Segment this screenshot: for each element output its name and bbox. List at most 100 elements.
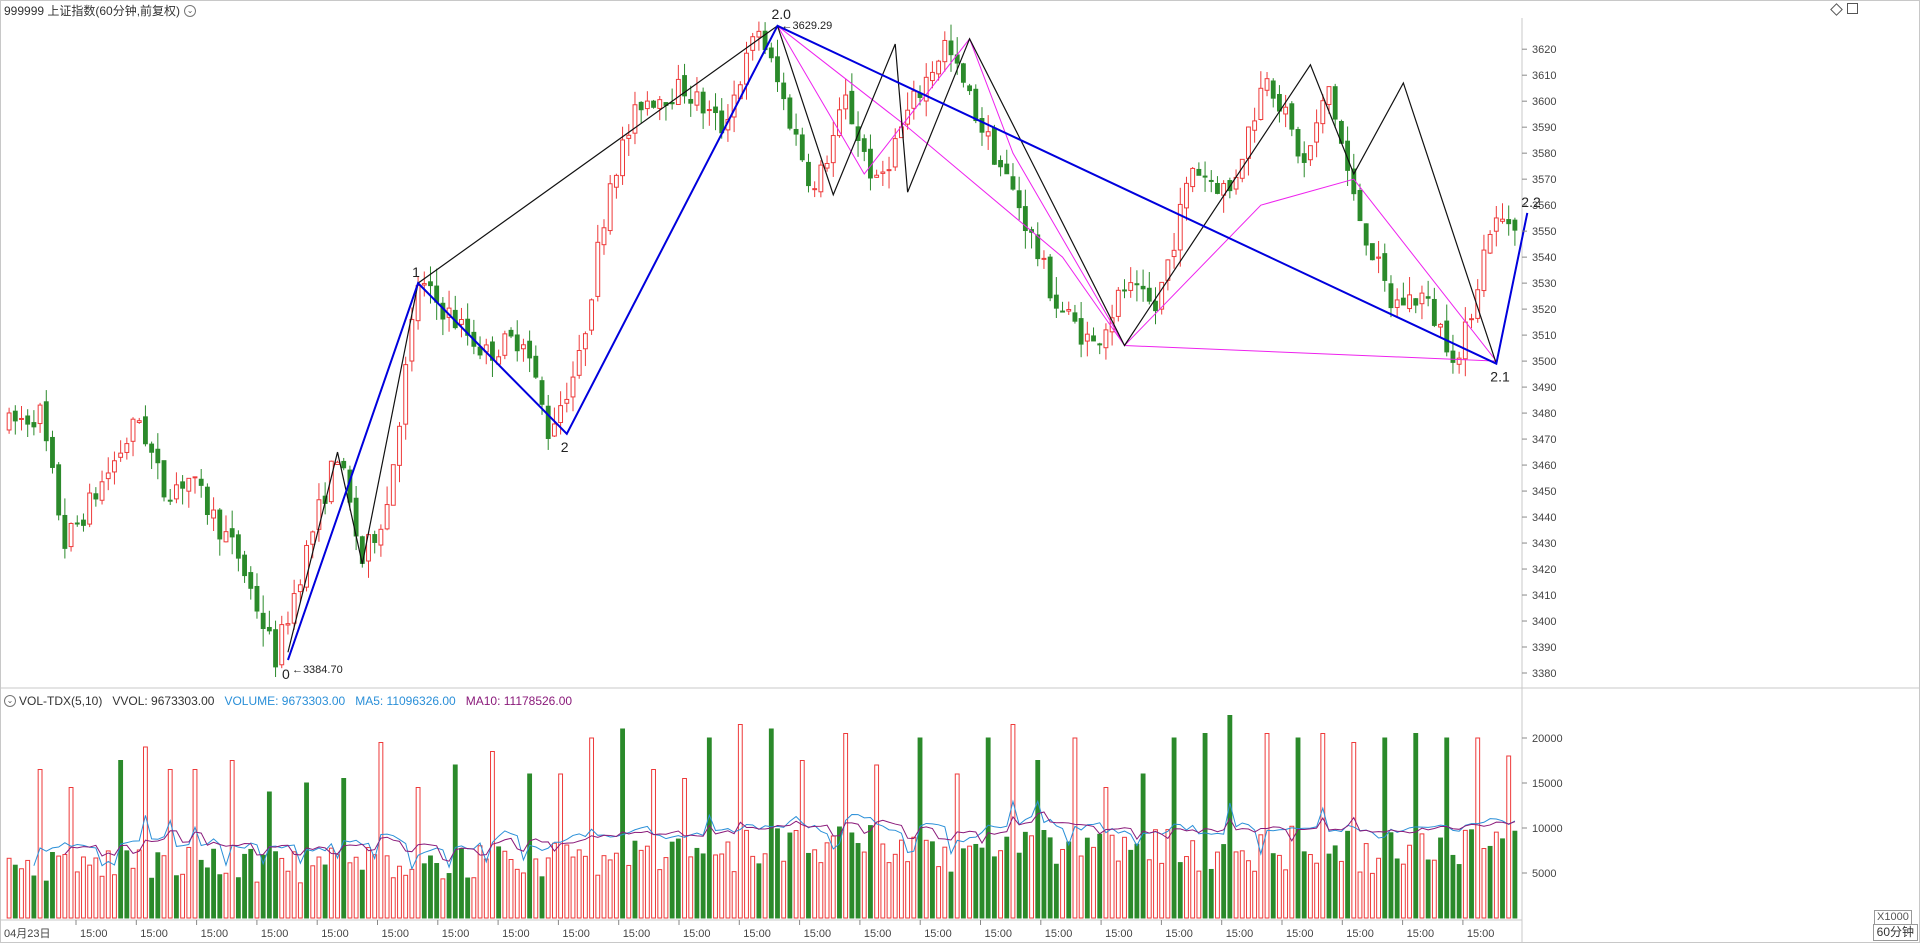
candle-body bbox=[1369, 243, 1375, 261]
volume-bar bbox=[403, 874, 409, 919]
candle bbox=[1462, 307, 1468, 377]
candle-body bbox=[68, 522, 74, 548]
candle bbox=[824, 155, 830, 172]
volume-bar bbox=[1363, 843, 1369, 919]
volume-bar bbox=[1159, 862, 1165, 919]
candle-body bbox=[50, 436, 55, 468]
candle bbox=[979, 107, 985, 146]
candle bbox=[1140, 269, 1146, 302]
price-tick-label: 3540 bbox=[1532, 252, 1556, 264]
candle bbox=[1072, 304, 1078, 324]
chevron-down-icon[interactable]: ⌄ bbox=[184, 5, 197, 17]
candle-body bbox=[223, 531, 229, 543]
candle bbox=[1153, 287, 1158, 325]
time-tick-label: 15:00 bbox=[1286, 928, 1314, 940]
volume-bar bbox=[74, 871, 80, 919]
volume-bar bbox=[502, 850, 508, 919]
candle bbox=[328, 460, 334, 505]
candle-body bbox=[12, 410, 18, 422]
candle-body bbox=[143, 416, 148, 445]
volume-bar bbox=[750, 855, 756, 919]
candle-body bbox=[335, 461, 340, 465]
candle bbox=[1431, 287, 1437, 328]
candle bbox=[1053, 277, 1059, 319]
candle-body bbox=[1394, 299, 1400, 308]
candle-body bbox=[19, 417, 24, 420]
candle-body bbox=[149, 443, 155, 453]
candle bbox=[68, 522, 74, 552]
candle bbox=[1122, 279, 1127, 299]
chart-header: 999999 上证指数(60分钟,前复权) ⌄ bbox=[4, 1, 197, 21]
volume-bar bbox=[260, 854, 266, 919]
time-tick-label: 15:00 bbox=[1105, 928, 1133, 940]
volume-bar bbox=[93, 857, 99, 919]
time-tick-label: 15:00 bbox=[201, 928, 229, 940]
volume-bar bbox=[1500, 838, 1505, 919]
volume-bar bbox=[744, 829, 749, 919]
candle-body bbox=[1493, 217, 1499, 232]
volume-bar bbox=[570, 856, 576, 919]
volume-bar bbox=[143, 746, 148, 919]
time-tick-label: 15:00 bbox=[321, 928, 349, 940]
candle bbox=[781, 72, 787, 111]
candle bbox=[1320, 94, 1326, 134]
time-tick-label: 15:00 bbox=[442, 928, 470, 940]
candle bbox=[880, 160, 886, 186]
candle-body bbox=[254, 585, 260, 612]
volume-bar bbox=[415, 787, 421, 919]
candle bbox=[403, 356, 409, 440]
candle bbox=[973, 84, 979, 124]
candle-body bbox=[589, 299, 595, 331]
volume-bar bbox=[1084, 837, 1090, 919]
period-selector[interactable]: 60分钟 bbox=[1872, 924, 1918, 941]
candle-body bbox=[118, 452, 124, 458]
candle bbox=[1469, 313, 1474, 329]
volume-bar bbox=[378, 742, 384, 919]
candle-body bbox=[657, 99, 663, 109]
candle-body bbox=[1295, 129, 1301, 157]
volume-tick-label: 20000 bbox=[1532, 733, 1563, 745]
candle bbox=[514, 320, 520, 362]
volume-bar bbox=[186, 846, 192, 919]
candle-body bbox=[892, 138, 898, 168]
volume-value: VOLUME: 9673303.00 bbox=[224, 694, 346, 708]
volume-bar bbox=[861, 851, 867, 919]
volume-bar bbox=[1493, 831, 1499, 919]
candle bbox=[905, 92, 911, 130]
vvol-value: VVOL: 9673303.00 bbox=[112, 694, 215, 708]
candle bbox=[570, 361, 576, 412]
candle-body bbox=[973, 88, 979, 122]
volume-bar bbox=[620, 728, 625, 919]
candle-body bbox=[843, 94, 849, 110]
indicator-name[interactable]: VOL-TDX(5,10) bbox=[19, 694, 103, 708]
candle-body bbox=[1270, 80, 1276, 99]
time-tick-label: 15:00 bbox=[1407, 928, 1435, 940]
candle bbox=[1252, 107, 1258, 143]
candle bbox=[669, 88, 675, 110]
volume-bar bbox=[1438, 837, 1443, 919]
instrument-title[interactable]: 999999 上证指数(60分钟,前复权) bbox=[4, 4, 181, 18]
candle-body bbox=[991, 127, 997, 165]
volume-bar bbox=[25, 859, 31, 919]
volume-bar bbox=[545, 857, 551, 919]
candle-body bbox=[1184, 182, 1189, 209]
volume-bar bbox=[248, 848, 254, 919]
candle-body bbox=[465, 318, 471, 336]
extreme-price-label: ←3629.29 bbox=[781, 20, 832, 32]
diamond-icon[interactable] bbox=[1830, 3, 1843, 16]
candle-body bbox=[1413, 298, 1419, 306]
volume-bar bbox=[812, 849, 818, 919]
indicator-menu-icon[interactable]: ⌄ bbox=[4, 695, 16, 707]
panel-toggle-icon[interactable] bbox=[1847, 3, 1858, 14]
candle bbox=[390, 464, 396, 506]
price-tick-label: 3410 bbox=[1532, 590, 1556, 602]
candle-body bbox=[1208, 179, 1214, 182]
volume-bar bbox=[1252, 870, 1258, 919]
volume-bar bbox=[316, 856, 322, 919]
candle-body bbox=[781, 82, 787, 100]
volume-bar bbox=[1171, 737, 1177, 919]
candle-body bbox=[582, 333, 588, 350]
candle-body bbox=[570, 376, 576, 398]
volume-bar bbox=[1053, 863, 1059, 919]
